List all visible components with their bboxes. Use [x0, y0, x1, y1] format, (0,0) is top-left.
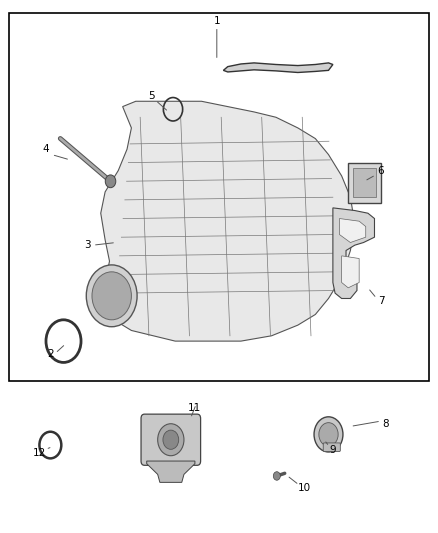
Circle shape: [105, 175, 116, 188]
Polygon shape: [223, 63, 333, 72]
Polygon shape: [339, 219, 366, 243]
Polygon shape: [101, 101, 355, 341]
Circle shape: [86, 265, 137, 327]
Polygon shape: [342, 256, 359, 288]
Text: 7: 7: [378, 296, 385, 306]
FancyBboxPatch shape: [323, 443, 340, 451]
Text: 1: 1: [213, 17, 220, 26]
Polygon shape: [147, 461, 195, 482]
Circle shape: [158, 424, 184, 456]
FancyBboxPatch shape: [141, 414, 201, 465]
Circle shape: [273, 472, 280, 480]
Text: 6: 6: [378, 166, 385, 175]
Text: 4: 4: [42, 144, 49, 154]
Circle shape: [319, 423, 338, 446]
Text: 8: 8: [382, 419, 389, 429]
Text: 10: 10: [298, 483, 311, 492]
Text: 5: 5: [148, 91, 155, 101]
FancyBboxPatch shape: [353, 168, 376, 197]
Polygon shape: [333, 208, 374, 298]
Text: 11: 11: [188, 403, 201, 413]
FancyBboxPatch shape: [348, 163, 381, 203]
Circle shape: [314, 417, 343, 452]
Text: 12: 12: [33, 448, 46, 458]
Text: 9: 9: [329, 446, 336, 455]
Circle shape: [163, 430, 179, 449]
Text: 2: 2: [47, 350, 54, 359]
Circle shape: [92, 272, 131, 320]
Text: 3: 3: [84, 240, 91, 250]
